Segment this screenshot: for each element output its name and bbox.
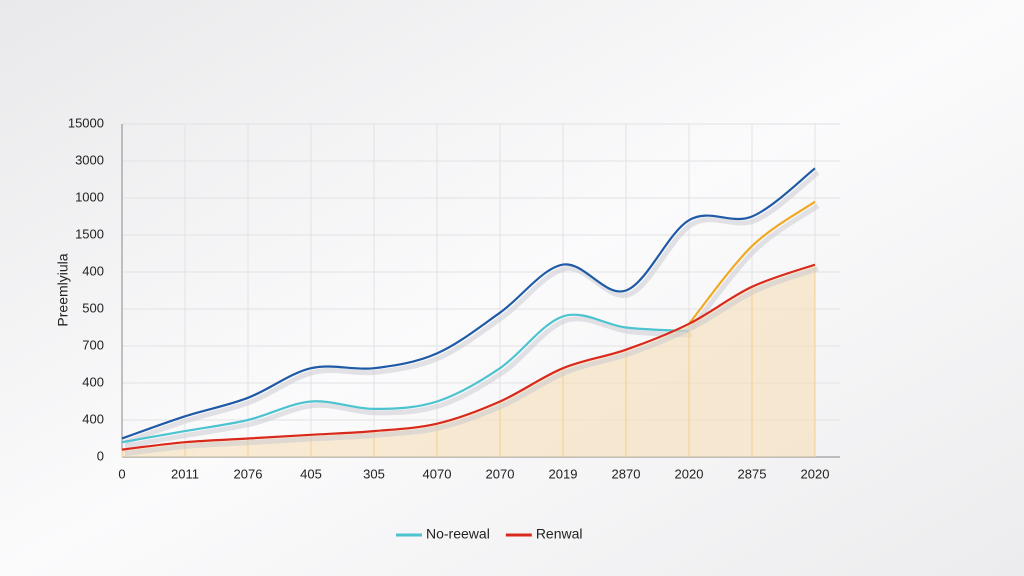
x-tick-label: 2070 — [486, 466, 515, 481]
y-tick-label: 1000 — [75, 189, 104, 204]
x-tick-label: 4070 — [423, 466, 452, 481]
line — [121, 313, 690, 444]
x-tick-label: 2875 — [738, 466, 767, 481]
line-shadow — [124, 266, 819, 457]
x-tick-label: 2020 — [675, 466, 704, 481]
x-tick-label: 2076 — [234, 466, 263, 481]
y-tick-label: 3000 — [75, 152, 104, 167]
x-tick-label: 305 — [363, 466, 385, 481]
y-tick-label: 400 — [82, 411, 104, 426]
y-tick-label: 400 — [82, 263, 104, 278]
y-tick-label: 500 — [82, 300, 104, 315]
y-tick-label: 400 — [82, 374, 104, 389]
legend-label: No-reewal — [426, 526, 490, 542]
x-tick-label: 2020 — [801, 466, 830, 481]
area — [122, 264, 815, 457]
x-tick-label: 2011 — [171, 466, 199, 481]
line-shadow — [124, 316, 693, 449]
line — [121, 167, 816, 440]
y-axis-label: Preemlyiula — [55, 253, 71, 326]
x-tick-label: 0 — [118, 466, 125, 481]
y-tick-label: 1500 — [75, 226, 104, 241]
line — [121, 263, 816, 451]
x-tick-label: 2870 — [612, 466, 641, 481]
legend-label: Renwal — [536, 526, 583, 542]
y-tick-label: 700 — [82, 337, 104, 352]
line — [688, 200, 816, 325]
y-tick-label: 15000 — [68, 115, 104, 130]
y-tick-label: 0 — [97, 448, 104, 463]
line-shadow — [124, 170, 820, 445]
line-shadow — [690, 203, 820, 330]
x-tick-label: 2019 — [549, 466, 578, 481]
x-tick-label: 405 — [300, 466, 322, 481]
